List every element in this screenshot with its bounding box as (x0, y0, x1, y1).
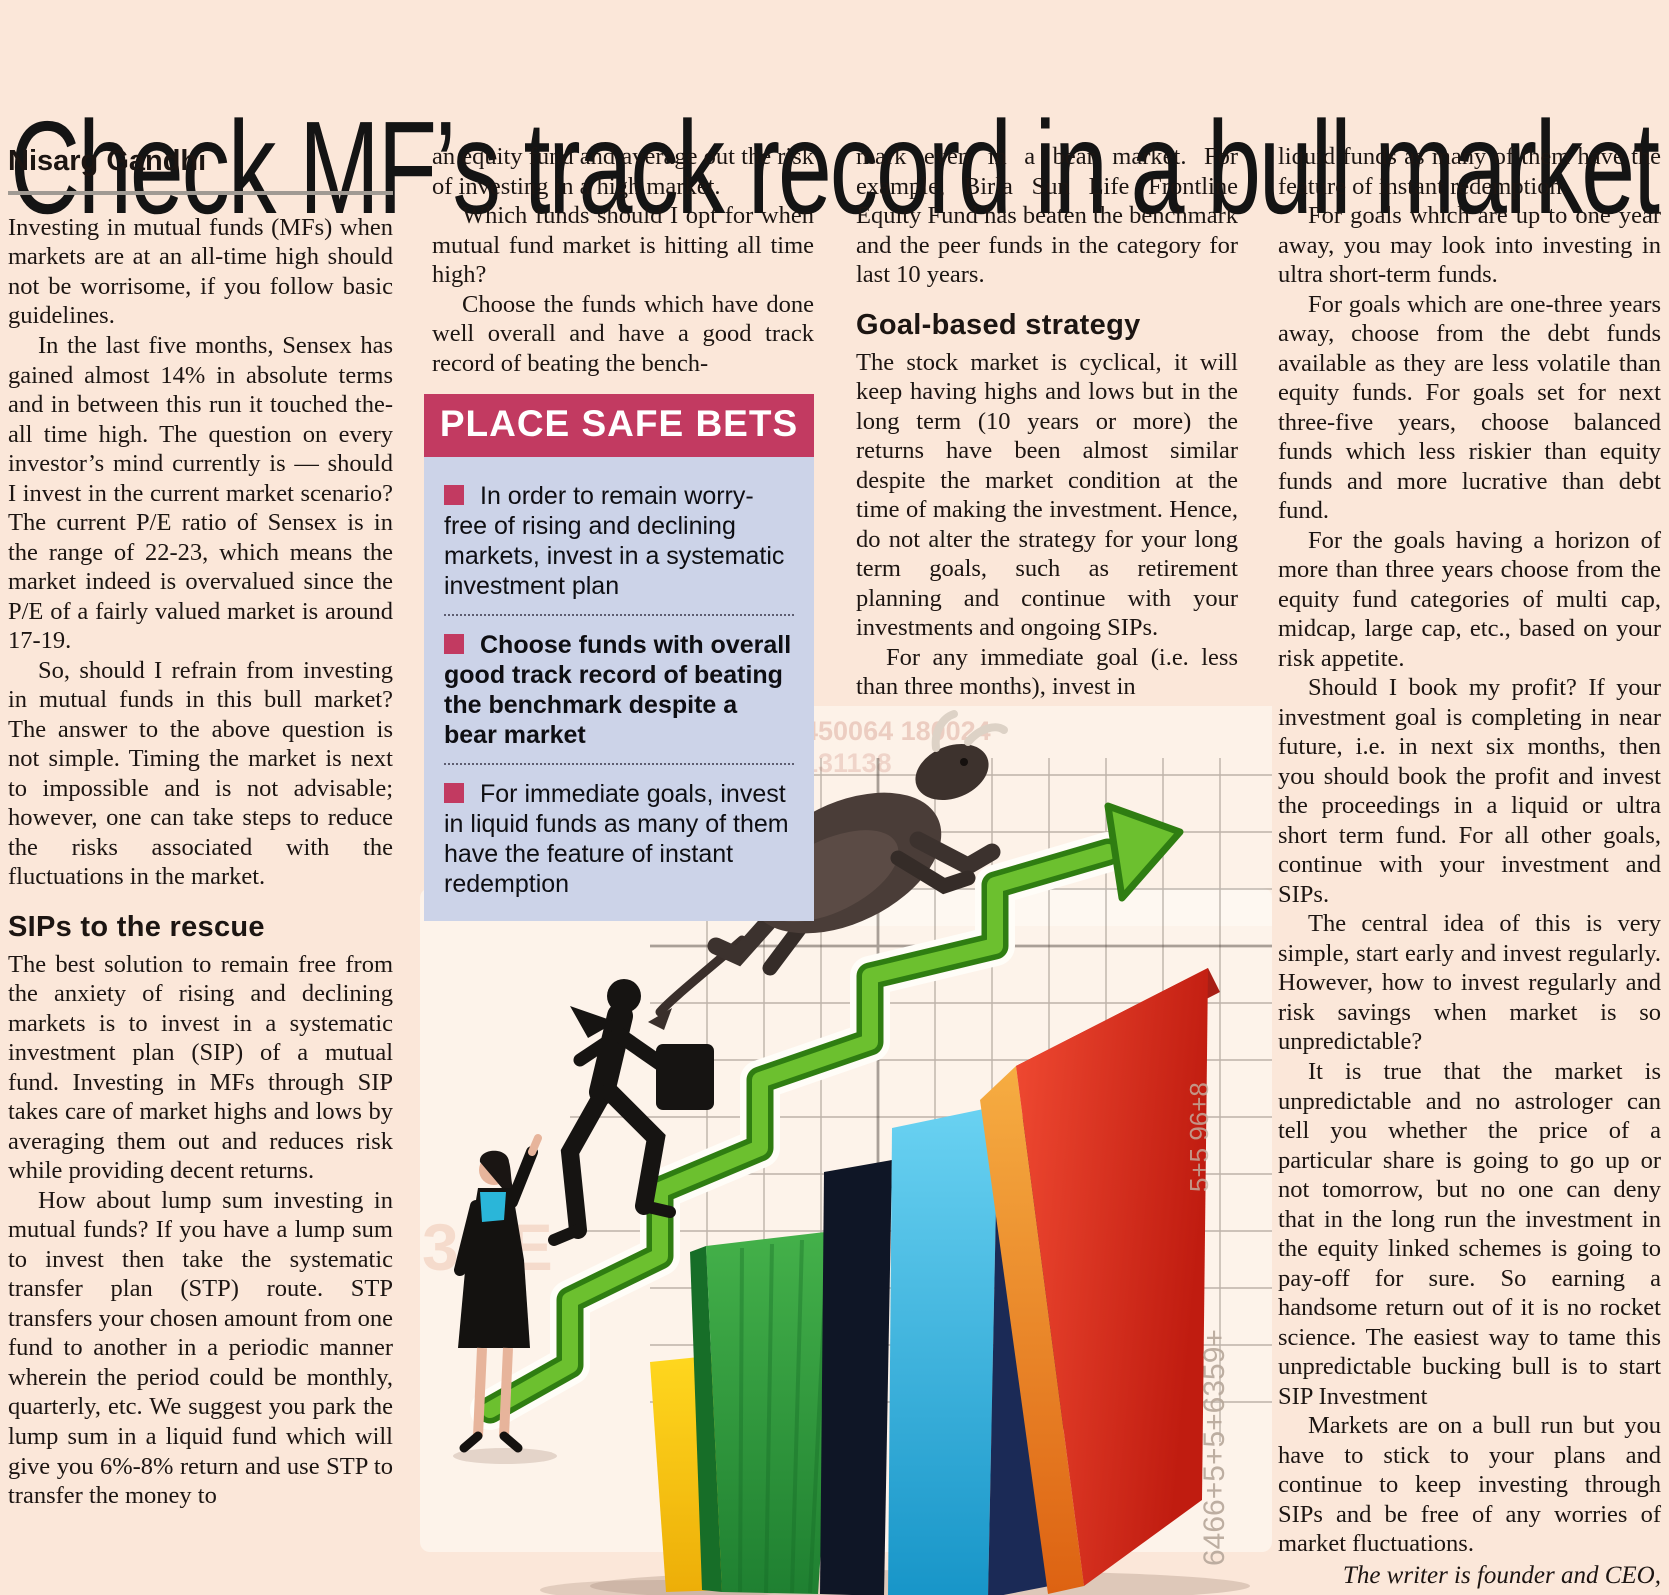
bull-front-leg-2 (890, 850, 976, 895)
faint-background-numbers: 450064 180024 (803, 716, 991, 746)
businessman-front-foot (638, 1200, 676, 1218)
bull-eye (960, 758, 968, 766)
paragraph: For the goals having a horizon of more t… (1278, 526, 1661, 672)
paragraph: Markets are on a bull run but you have t… (1278, 1412, 1661, 1558)
paragraph: The best solution to remain free from th… (8, 950, 393, 1185)
callout-bullet-item: For immediate goals, invest in liquid fu… (444, 779, 794, 903)
businessman-arm-2 (573, 1029, 623, 1067)
bull-head (915, 744, 989, 800)
bullet-square-icon (444, 633, 464, 654)
bar-red (1016, 968, 1208, 1586)
headline: Check MF’s track record in a bull market (10, 94, 1660, 242)
section-heading-goal: Goal-based strategy (856, 308, 1141, 341)
paragraph: Investing in mutual funds (MFs) when mar… (8, 213, 393, 330)
bull-horns (931, 710, 1008, 752)
paragraph: Choose the funds which have done well ov… (432, 290, 814, 377)
woman-shoes (459, 1431, 523, 1453)
woman-legs (473, 1347, 513, 1437)
paragraph: For any immediate goal (i.e. less than t… (856, 643, 1238, 701)
illustration-canvas: 450064 180024 131138 3SE (420, 706, 1272, 1595)
woman-silhouette (453, 1134, 557, 1464)
byline-rule (8, 190, 393, 195)
callout-bullet-text: For immediate goals, invest in liquid fu… (444, 779, 789, 898)
callout-box-title: PLACE SAFE BETS (424, 394, 814, 457)
callout-bullet-text: Choose funds with overall good track rec… (444, 630, 792, 749)
bar-chart (650, 968, 1220, 1595)
businessman-rear-foot (548, 1224, 584, 1246)
column-4: liquid funds as many of them have the fe… (1278, 142, 1661, 1595)
green-arrow (470, 802, 1184, 1430)
businessman-rear-leg (560, 1079, 615, 1239)
paragraph: liquid funds as many of them have the fe… (1278, 143, 1661, 200)
side-ticker-numbers-lower: 6466+5+5+6359+ (1198, 1329, 1231, 1566)
paragraph: How about lump sum investing in mutual f… (8, 1186, 393, 1510)
bullet-square-icon (444, 484, 464, 505)
businessman-front-leg (601, 1083, 666, 1215)
bullet-square-icon (444, 782, 464, 803)
column-3: mark even in a bear market. For example,… (856, 142, 1238, 702)
bull-front-leg (909, 831, 1001, 876)
place-safe-bets-box: PLACE SAFE BETS In order to remain worry… (424, 394, 814, 921)
byline: Nisarg Gandhi (8, 145, 207, 177)
woman-scarf (480, 1192, 506, 1222)
arrow-head (1104, 802, 1184, 902)
woman-pointing-hand (528, 1134, 542, 1156)
paragraph: It is true that the market is unpredicta… (1278, 1057, 1661, 1410)
woman-dress (458, 1188, 530, 1348)
businessman-tie (570, 1006, 616, 1038)
bar-red-side (980, 1066, 1084, 1594)
paragraph: an equity fund and average out the risk … (432, 143, 814, 200)
section-heading-sips: SIPs to the rescue (8, 910, 265, 943)
callout-bullet-text: In order to remain worry-free of rising … (444, 481, 785, 600)
paragraph: For goals which are one-three years away… (1278, 290, 1661, 525)
bar-green-stripes (738, 1234, 830, 1594)
bull-tail-tuft (648, 1008, 672, 1030)
woman-hair (479, 1150, 516, 1194)
author-credit-line: The writer is founder and CEO, (1342, 1561, 1661, 1589)
businessman-silhouette (548, 979, 714, 1246)
callout-bullet-item: Choose funds with overall good track rec… (444, 630, 794, 765)
author-credit-line: WealthTrust.in (1278, 1591, 1661, 1595)
paragraph: In the last five months, Sensex has gain… (8, 332, 393, 655)
callout-box-body: In order to remain worry-free of rising … (424, 456, 814, 921)
bull-hind-leg-2 (762, 920, 808, 976)
woman-shadow (453, 1448, 557, 1464)
column-2: an equity fund and average out the risk … (424, 142, 814, 921)
bar-green (706, 1230, 842, 1594)
woman-arm-raised (506, 1146, 538, 1208)
author-credit: The writer is founder and CEO, WealthTru… (1278, 1561, 1661, 1595)
paragraph: Should I book my profit? If your investm… (1278, 674, 1661, 908)
paragraph: The central idea of this is very simple,… (1278, 910, 1661, 1056)
paragraph: Which funds should I opt for when mutual… (432, 202, 814, 289)
briefcase-icon (656, 1044, 714, 1110)
bar-navy (820, 1160, 892, 1595)
bar-cyan (888, 1106, 998, 1595)
callout-bullet-item: In order to remain worry-free of rising … (444, 481, 794, 616)
side-ticker-numbers-upper: 5+5 96+8 (1184, 1082, 1214, 1192)
bull-market-illustration: 450064 180024 131138 3SE (420, 700, 1272, 1595)
paragraph: For goals which are up to one year away,… (1278, 202, 1661, 289)
column-1: Nisarg Gandhi Investing in mutual funds … (8, 142, 393, 1511)
bull-hind-leg (707, 909, 781, 967)
paragraph: mark even in a bear market. For example,… (856, 143, 1238, 289)
bar-green-side (690, 1246, 722, 1592)
paragraph: So, should I refrain from investing in m… (8, 656, 393, 891)
paragraph: The stock market is cyclical, it will ke… (856, 348, 1238, 642)
